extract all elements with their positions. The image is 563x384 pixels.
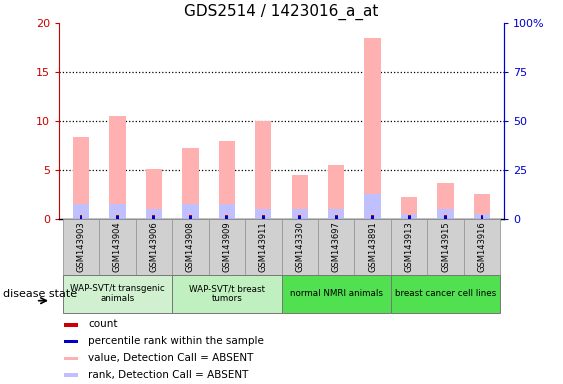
Bar: [371, 215, 374, 219]
Bar: [408, 217, 410, 219]
Bar: [262, 215, 265, 219]
Text: rank, Detection Call = ABSENT: rank, Detection Call = ABSENT: [88, 370, 248, 380]
Bar: [437, 209, 454, 219]
Bar: [328, 209, 345, 219]
Bar: [189, 217, 192, 219]
Bar: [73, 137, 89, 219]
FancyBboxPatch shape: [464, 219, 501, 275]
Bar: [109, 116, 126, 219]
Text: value, Detection Call = ABSENT: value, Detection Call = ABSENT: [88, 353, 253, 363]
Bar: [437, 183, 454, 219]
FancyBboxPatch shape: [282, 275, 391, 313]
Bar: [292, 209, 308, 219]
Bar: [474, 194, 490, 219]
Bar: [335, 217, 338, 219]
Text: GSM143915: GSM143915: [441, 221, 450, 272]
Text: GSM143906: GSM143906: [149, 221, 158, 272]
FancyBboxPatch shape: [208, 219, 245, 275]
FancyBboxPatch shape: [391, 219, 427, 275]
FancyBboxPatch shape: [391, 275, 501, 313]
FancyBboxPatch shape: [62, 219, 99, 275]
Text: count: count: [88, 319, 118, 329]
Text: GSM143909: GSM143909: [222, 221, 231, 272]
Bar: [335, 215, 338, 219]
Bar: [116, 215, 119, 219]
Text: normal NMRI animals: normal NMRI animals: [290, 289, 383, 298]
Bar: [298, 215, 301, 219]
Bar: [153, 215, 155, 219]
Text: GSM143911: GSM143911: [259, 221, 268, 272]
Bar: [189, 215, 192, 219]
Bar: [255, 209, 271, 219]
Text: GSM143916: GSM143916: [477, 221, 486, 272]
Bar: [218, 204, 235, 219]
FancyBboxPatch shape: [62, 275, 172, 313]
Text: GSM143903: GSM143903: [77, 221, 86, 272]
Bar: [401, 214, 417, 219]
Bar: [401, 197, 417, 219]
Text: WAP-SVT/t breast
tumors: WAP-SVT/t breast tumors: [189, 284, 265, 303]
Text: GSM143913: GSM143913: [405, 221, 414, 272]
Text: breast cancer cell lines: breast cancer cell lines: [395, 289, 496, 298]
Bar: [64, 323, 78, 326]
Bar: [474, 214, 490, 219]
FancyBboxPatch shape: [427, 219, 464, 275]
Text: GSM143908: GSM143908: [186, 221, 195, 272]
Bar: [225, 217, 228, 219]
Bar: [64, 356, 78, 360]
Bar: [225, 215, 228, 219]
Text: GSM143330: GSM143330: [295, 221, 304, 272]
Bar: [182, 204, 199, 219]
Bar: [153, 217, 155, 219]
Bar: [218, 141, 235, 219]
Text: percentile rank within the sample: percentile rank within the sample: [88, 336, 264, 346]
FancyBboxPatch shape: [355, 219, 391, 275]
Text: GSM143697: GSM143697: [332, 221, 341, 272]
Text: GSM143891: GSM143891: [368, 221, 377, 272]
Text: disease state: disease state: [3, 289, 77, 299]
Bar: [481, 215, 484, 219]
FancyBboxPatch shape: [172, 275, 282, 313]
Bar: [146, 209, 162, 219]
Bar: [79, 215, 82, 219]
Bar: [364, 194, 381, 219]
Bar: [298, 217, 301, 219]
Text: GSM143904: GSM143904: [113, 221, 122, 272]
Title: GDS2514 / 1423016_a_at: GDS2514 / 1423016_a_at: [184, 4, 379, 20]
Bar: [73, 204, 89, 219]
Bar: [328, 165, 345, 219]
Text: WAP-SVT/t transgenic
animals: WAP-SVT/t transgenic animals: [70, 284, 165, 303]
FancyBboxPatch shape: [99, 219, 136, 275]
Bar: [64, 373, 78, 377]
FancyBboxPatch shape: [282, 219, 318, 275]
Bar: [262, 217, 265, 219]
Bar: [408, 215, 410, 219]
Bar: [371, 217, 374, 219]
Bar: [444, 215, 447, 219]
Bar: [182, 148, 199, 219]
Bar: [364, 38, 381, 219]
FancyBboxPatch shape: [318, 219, 355, 275]
Bar: [481, 217, 484, 219]
Bar: [79, 217, 82, 219]
Bar: [146, 169, 162, 219]
Bar: [109, 204, 126, 219]
FancyBboxPatch shape: [136, 219, 172, 275]
Bar: [255, 121, 271, 219]
FancyBboxPatch shape: [245, 219, 282, 275]
Bar: [64, 340, 78, 343]
FancyBboxPatch shape: [172, 219, 208, 275]
Bar: [444, 217, 447, 219]
Bar: [292, 175, 308, 219]
Bar: [116, 217, 119, 219]
